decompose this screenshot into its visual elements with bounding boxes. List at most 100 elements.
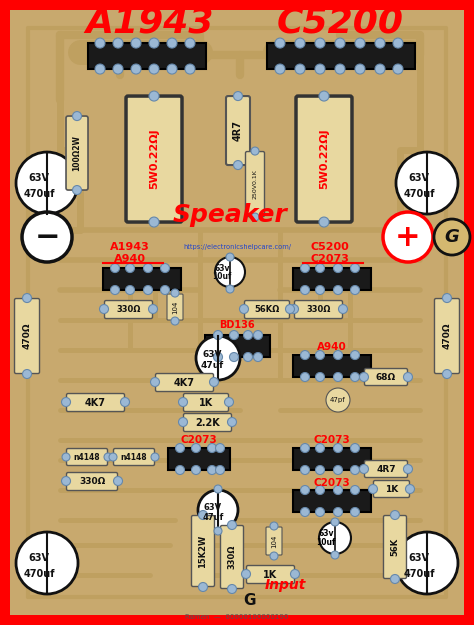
Circle shape (301, 264, 310, 272)
FancyBboxPatch shape (435, 299, 459, 374)
Circle shape (270, 552, 278, 560)
Circle shape (149, 64, 159, 74)
Circle shape (316, 508, 325, 516)
Circle shape (316, 351, 325, 359)
Text: 2.2K: 2.2K (195, 418, 220, 428)
Circle shape (251, 213, 259, 221)
Text: 4R7: 4R7 (233, 119, 243, 141)
Circle shape (171, 289, 179, 297)
Circle shape (179, 418, 188, 426)
Circle shape (228, 418, 237, 426)
Text: C5200: C5200 (276, 5, 403, 39)
Circle shape (216, 444, 225, 452)
Text: 470uf: 470uf (403, 189, 435, 199)
Circle shape (151, 453, 159, 461)
FancyBboxPatch shape (365, 461, 408, 478)
Text: C5200: C5200 (310, 242, 349, 252)
Circle shape (210, 378, 219, 386)
Circle shape (403, 464, 412, 474)
Text: Input: Input (264, 578, 306, 592)
Circle shape (167, 38, 177, 48)
Text: 104: 104 (271, 534, 277, 548)
Text: 470Ω: 470Ω (443, 322, 451, 349)
Circle shape (301, 466, 310, 474)
Circle shape (185, 38, 195, 48)
FancyBboxPatch shape (246, 151, 264, 216)
Circle shape (350, 351, 359, 359)
Circle shape (301, 372, 310, 381)
Circle shape (391, 511, 400, 519)
Bar (267, 43, 415, 69)
Circle shape (126, 264, 135, 272)
Circle shape (391, 574, 400, 584)
Circle shape (254, 352, 263, 361)
Bar (293, 268, 371, 290)
FancyBboxPatch shape (191, 516, 215, 586)
Circle shape (334, 466, 343, 474)
Circle shape (199, 582, 208, 591)
Text: 1K: 1K (199, 398, 213, 408)
FancyBboxPatch shape (15, 299, 39, 374)
Bar (293, 490, 371, 512)
Circle shape (62, 453, 70, 461)
FancyBboxPatch shape (374, 481, 410, 498)
Circle shape (229, 331, 238, 339)
Circle shape (22, 212, 72, 262)
Text: 4R7: 4R7 (376, 464, 396, 474)
Circle shape (270, 522, 278, 530)
Circle shape (350, 466, 359, 474)
Text: G: G (445, 228, 459, 246)
Circle shape (95, 38, 105, 48)
FancyBboxPatch shape (296, 96, 352, 222)
Circle shape (301, 486, 310, 494)
Text: C2073: C2073 (181, 435, 218, 445)
Circle shape (316, 264, 325, 272)
FancyBboxPatch shape (113, 449, 155, 466)
Circle shape (359, 464, 368, 474)
Circle shape (228, 521, 237, 529)
Text: 56KΩ: 56KΩ (255, 305, 280, 314)
Circle shape (161, 286, 170, 294)
FancyBboxPatch shape (183, 414, 231, 431)
Circle shape (213, 352, 222, 361)
Bar (103, 268, 181, 290)
Text: 1K: 1K (385, 484, 398, 494)
Circle shape (301, 444, 310, 452)
Circle shape (113, 64, 123, 74)
Circle shape (319, 91, 329, 101)
FancyBboxPatch shape (66, 449, 108, 466)
Circle shape (23, 369, 31, 379)
Circle shape (334, 444, 343, 452)
Circle shape (301, 508, 310, 516)
Circle shape (334, 351, 343, 359)
Circle shape (120, 398, 129, 406)
FancyBboxPatch shape (167, 294, 183, 320)
Circle shape (234, 161, 243, 169)
Text: 63v: 63v (318, 529, 334, 538)
FancyBboxPatch shape (266, 527, 282, 555)
Circle shape (355, 64, 365, 74)
Text: Speaker: Speaker (173, 203, 287, 227)
Circle shape (315, 64, 325, 74)
Text: 1K: 1K (264, 569, 278, 579)
Text: 4K7: 4K7 (85, 398, 106, 408)
Text: A940: A940 (317, 342, 347, 352)
Circle shape (229, 352, 238, 361)
Text: A940: A940 (114, 254, 146, 264)
Circle shape (226, 253, 234, 261)
Circle shape (144, 286, 153, 294)
Circle shape (254, 331, 263, 339)
Circle shape (100, 304, 109, 314)
Bar (293, 448, 371, 470)
Text: C2073: C2073 (314, 478, 350, 488)
FancyBboxPatch shape (104, 301, 153, 319)
Text: C2073: C2073 (310, 254, 349, 264)
Circle shape (149, 91, 159, 101)
Circle shape (251, 147, 259, 155)
Bar (88, 43, 206, 69)
Circle shape (396, 152, 458, 214)
Circle shape (393, 64, 403, 74)
Circle shape (73, 186, 82, 194)
Circle shape (216, 466, 225, 474)
FancyBboxPatch shape (294, 301, 343, 319)
